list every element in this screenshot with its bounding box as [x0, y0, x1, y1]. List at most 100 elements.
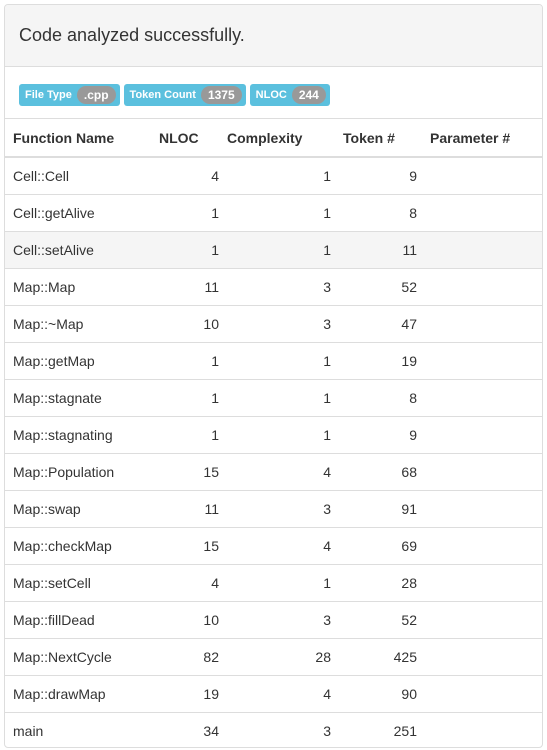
- table-row[interactable]: Map::stagnating 1 1 9: [5, 415, 542, 453]
- cell-token-count: 425: [335, 637, 422, 675]
- cell-nloc: 15: [151, 452, 219, 490]
- cell-nloc: 1: [151, 378, 219, 416]
- cell-complexity: 1: [219, 415, 335, 453]
- table-row[interactable]: Map::~Map 10 3 47: [5, 304, 542, 342]
- cell-token-count: 91: [335, 489, 422, 527]
- table-row[interactable]: Map::drawMap 19 4 90: [5, 674, 542, 712]
- cell-complexity: 1: [219, 156, 335, 194]
- cell-parameter-count: [422, 600, 542, 638]
- cell-token-count-value: 69: [401, 537, 417, 554]
- cell-function-name: Map::drawMap: [5, 674, 151, 712]
- cell-token-count-value: 47: [401, 315, 417, 332]
- cell-complexity: 4: [219, 452, 335, 490]
- table-header-row: Function Name NLOC Complexity Token # Pa…: [5, 119, 542, 158]
- summary-badges: File Type .cpp Token Count 1375 NLOC 244: [5, 67, 542, 119]
- cell-token-count-value: 91: [401, 500, 417, 517]
- cell-nloc-value: 15: [203, 463, 219, 480]
- cell-nloc-value: 10: [203, 315, 219, 332]
- cell-complexity: 28: [219, 637, 335, 675]
- table-row[interactable]: main 34 3 251: [5, 711, 542, 747]
- cell-function-name: Map::setCell: [5, 563, 151, 601]
- cell-nloc: 11: [151, 489, 219, 527]
- cell-token-count: 11: [335, 230, 422, 268]
- table-row[interactable]: Map::fillDead 10 3 52: [5, 600, 542, 638]
- cell-function-name: main: [5, 711, 151, 747]
- cell-token-count: 19: [335, 341, 422, 379]
- table-row[interactable]: Map::Population 15 4 68: [5, 452, 542, 490]
- token-count-label: Token Count 1375: [123, 84, 246, 106]
- cell-complexity-value: 3: [323, 500, 331, 517]
- table-row[interactable]: Map::NextCycle 82 28 425: [5, 637, 542, 675]
- cell-parameter-count: [422, 230, 542, 268]
- table-row[interactable]: Map::checkMap 15 4 69: [5, 526, 542, 564]
- table-row[interactable]: Map::stagnate 1 1 8: [5, 378, 542, 416]
- cell-complexity: 1: [219, 378, 335, 416]
- table-row[interactable]: Map::swap 11 3 91: [5, 489, 542, 527]
- cell-nloc: 34: [151, 711, 219, 747]
- cell-complexity-value: 4: [323, 685, 331, 702]
- cell-function-name: Cell::setAlive: [5, 230, 151, 268]
- cell-nloc-value: 1: [211, 389, 219, 406]
- cell-token-count-value: 19: [401, 352, 417, 369]
- cell-parameter-count: [422, 415, 542, 453]
- cell-complexity-value: 1: [323, 204, 331, 221]
- cell-token-count: 47: [335, 304, 422, 342]
- cell-complexity-value: 1: [323, 241, 331, 258]
- cell-nloc: 11: [151, 267, 219, 305]
- cell-function-name: Map::getMap: [5, 341, 151, 379]
- cell-nloc: 1: [151, 415, 219, 453]
- cell-token-count-value: 28: [401, 574, 417, 591]
- cell-parameter-count: [422, 452, 542, 490]
- cell-nloc: 1: [151, 230, 219, 268]
- cell-function-name: Map::~Map: [5, 304, 151, 342]
- cell-nloc: 82: [151, 637, 219, 675]
- table-row[interactable]: Cell::Cell 4 1 9: [5, 156, 542, 194]
- cell-parameter-count: [422, 378, 542, 416]
- column-header-nloc[interactable]: NLOC: [151, 119, 219, 158]
- cell-complexity: 3: [219, 304, 335, 342]
- cell-token-count-value: 8: [409, 204, 417, 221]
- cell-nloc-value: 4: [211, 574, 219, 591]
- table-row[interactable]: Map::getMap 1 1 19: [5, 341, 542, 379]
- cell-parameter-count: [422, 156, 542, 194]
- panel-heading: Code analyzed successfully.: [5, 5, 542, 67]
- cell-token-count: 8: [335, 378, 422, 416]
- cell-nloc: 10: [151, 600, 219, 638]
- cell-complexity: 3: [219, 489, 335, 527]
- cell-function-name: Cell::Cell: [5, 156, 151, 194]
- cell-complexity: 3: [219, 711, 335, 747]
- cell-complexity-value: 1: [323, 426, 331, 443]
- cell-token-count: 9: [335, 156, 422, 194]
- column-header-token-count[interactable]: Token #: [335, 119, 422, 158]
- cell-parameter-count: [422, 637, 542, 675]
- cell-nloc-value: 10: [203, 611, 219, 628]
- cell-complexity-value: 3: [323, 611, 331, 628]
- cell-function-name: Map::Population: [5, 452, 151, 490]
- cell-token-count: 52: [335, 600, 422, 638]
- cell-nloc-value: 1: [211, 204, 219, 221]
- cell-token-count-value: 251: [393, 722, 417, 739]
- cell-function-name: Cell::getAlive: [5, 193, 151, 231]
- table-row[interactable]: Cell::setAlive 1 1 11: [5, 230, 542, 268]
- cell-parameter-count: [422, 674, 542, 712]
- cell-nloc-value: 82: [203, 648, 219, 665]
- cell-nloc-value: 1: [211, 241, 219, 258]
- cell-token-count: 68: [335, 452, 422, 490]
- column-header-function-name[interactable]: Function Name: [5, 119, 151, 158]
- cell-token-count-value: 90: [401, 685, 417, 702]
- cell-parameter-count: [422, 711, 542, 747]
- table-row[interactable]: Map::Map 11 3 52: [5, 267, 542, 305]
- column-header-complexity[interactable]: Complexity: [219, 119, 335, 158]
- cell-function-name: Map::NextCycle: [5, 637, 151, 675]
- cell-function-name: Map::checkMap: [5, 526, 151, 564]
- table-row[interactable]: Cell::getAlive 1 1 8: [5, 193, 542, 231]
- cell-parameter-count: [422, 526, 542, 564]
- cell-parameter-count: [422, 341, 542, 379]
- cell-function-name: Map::stagnating: [5, 415, 151, 453]
- cell-nloc-value: 11: [204, 500, 219, 517]
- cell-token-count: 8: [335, 193, 422, 231]
- cell-token-count-value: 9: [409, 426, 417, 443]
- table-row[interactable]: Map::setCell 4 1 28: [5, 563, 542, 601]
- column-header-parameter-count[interactable]: Parameter #: [422, 119, 542, 158]
- cell-token-count: 90: [335, 674, 422, 712]
